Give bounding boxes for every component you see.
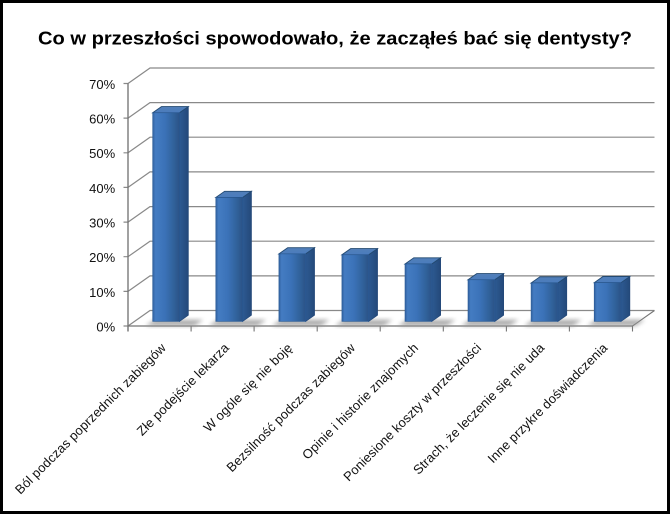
svg-text:Co w przeszłości spowodowało,: Co w przeszłości spowodowało, że zacząłe…: [38, 29, 632, 49]
svg-text:20%: 20%: [89, 250, 115, 265]
svg-text:30%: 30%: [89, 216, 115, 231]
svg-text:0%: 0%: [96, 319, 115, 334]
svg-text:10%: 10%: [89, 285, 115, 300]
svg-text:40%: 40%: [89, 181, 115, 196]
svg-text:50%: 50%: [89, 146, 115, 161]
svg-text:60%: 60%: [89, 112, 115, 127]
svg-text:70%: 70%: [89, 77, 115, 92]
